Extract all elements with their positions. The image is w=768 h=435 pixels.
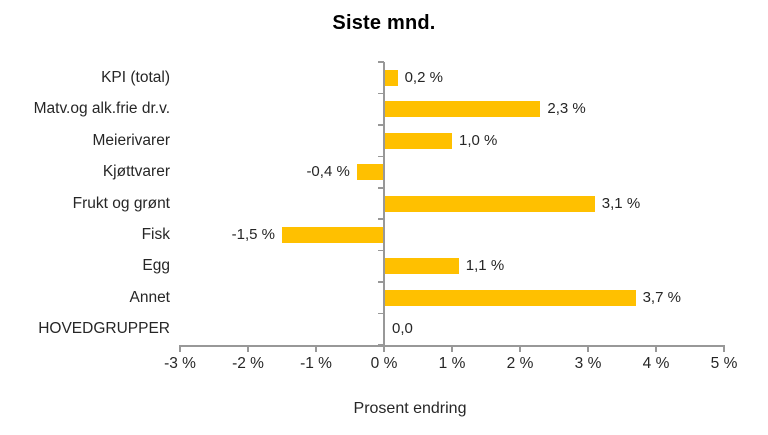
x-tick-label: 3 %	[574, 355, 602, 372]
x-tick-label: -3 %	[164, 355, 196, 372]
y-axis-tick	[378, 312, 384, 315]
value-label: 3,1 %	[601, 194, 641, 212]
value-label: 0,2 %	[404, 68, 443, 86]
y-axis-tick	[378, 187, 384, 189]
y-axis-tick	[378, 92, 384, 95]
value-label: -1,5 %	[231, 225, 275, 243]
x-axis-tick	[451, 345, 453, 352]
category-label: Matv.og alk.frie dr.v.	[33, 100, 170, 118]
bar	[384, 195, 595, 212]
value-label: 1,0 %	[459, 131, 498, 149]
x-axis-tick	[655, 345, 657, 352]
category-label: KPI (total)	[101, 68, 170, 86]
x-axis-tick	[383, 345, 385, 352]
category-label: Meierivarer	[92, 131, 170, 149]
value-label: 3,7 %	[642, 288, 681, 306]
value-label: -0,4 %	[306, 163, 350, 181]
x-tick-label: 1 %	[438, 355, 466, 372]
y-axis-tick	[378, 61, 384, 63]
category-label: Egg	[142, 257, 170, 275]
x-axis-tick	[315, 345, 317, 352]
x-axis-tick	[723, 345, 725, 352]
x-tick-label: 0 %	[370, 355, 398, 372]
category-label: Kjøttvarer	[102, 163, 170, 181]
category-label: Frukt og grønt	[72, 194, 170, 212]
category-label: HOVEDGRUPPER	[38, 320, 170, 338]
y-axis-tick	[378, 155, 384, 158]
category-label: Fisk	[141, 225, 170, 243]
y-axis-line	[383, 62, 385, 345]
x-tick-label: 5 %	[710, 355, 738, 372]
value-label: 1,1 %	[465, 257, 505, 275]
x-tick-label: 2 %	[506, 355, 534, 372]
zero-value-label: 0,0	[392, 320, 413, 338]
y-axis-tick	[378, 249, 384, 252]
bar	[282, 226, 384, 243]
bar	[356, 164, 384, 181]
x-axis-tick	[519, 345, 521, 352]
bar	[384, 69, 398, 86]
x-axis-tick	[179, 345, 181, 352]
x-tick-label: -2 %	[232, 355, 264, 372]
bar	[384, 101, 541, 118]
x-axis-tick	[587, 345, 589, 352]
chart-title: Siste mnd.	[332, 12, 436, 34]
bar	[384, 258, 459, 275]
x-axis-tick	[247, 345, 249, 352]
y-axis-tick	[378, 124, 384, 126]
x-tick-label: 4 %	[642, 355, 670, 372]
value-label: 2,3 %	[547, 100, 586, 118]
x-axis-title: Prosent endring	[353, 400, 467, 417]
y-axis-tick	[378, 281, 384, 283]
x-tick-label: -1 %	[300, 355, 332, 372]
y-axis-tick	[378, 218, 384, 220]
category-label: Annet	[129, 288, 170, 306]
bar	[384, 289, 636, 306]
bar	[384, 132, 452, 149]
